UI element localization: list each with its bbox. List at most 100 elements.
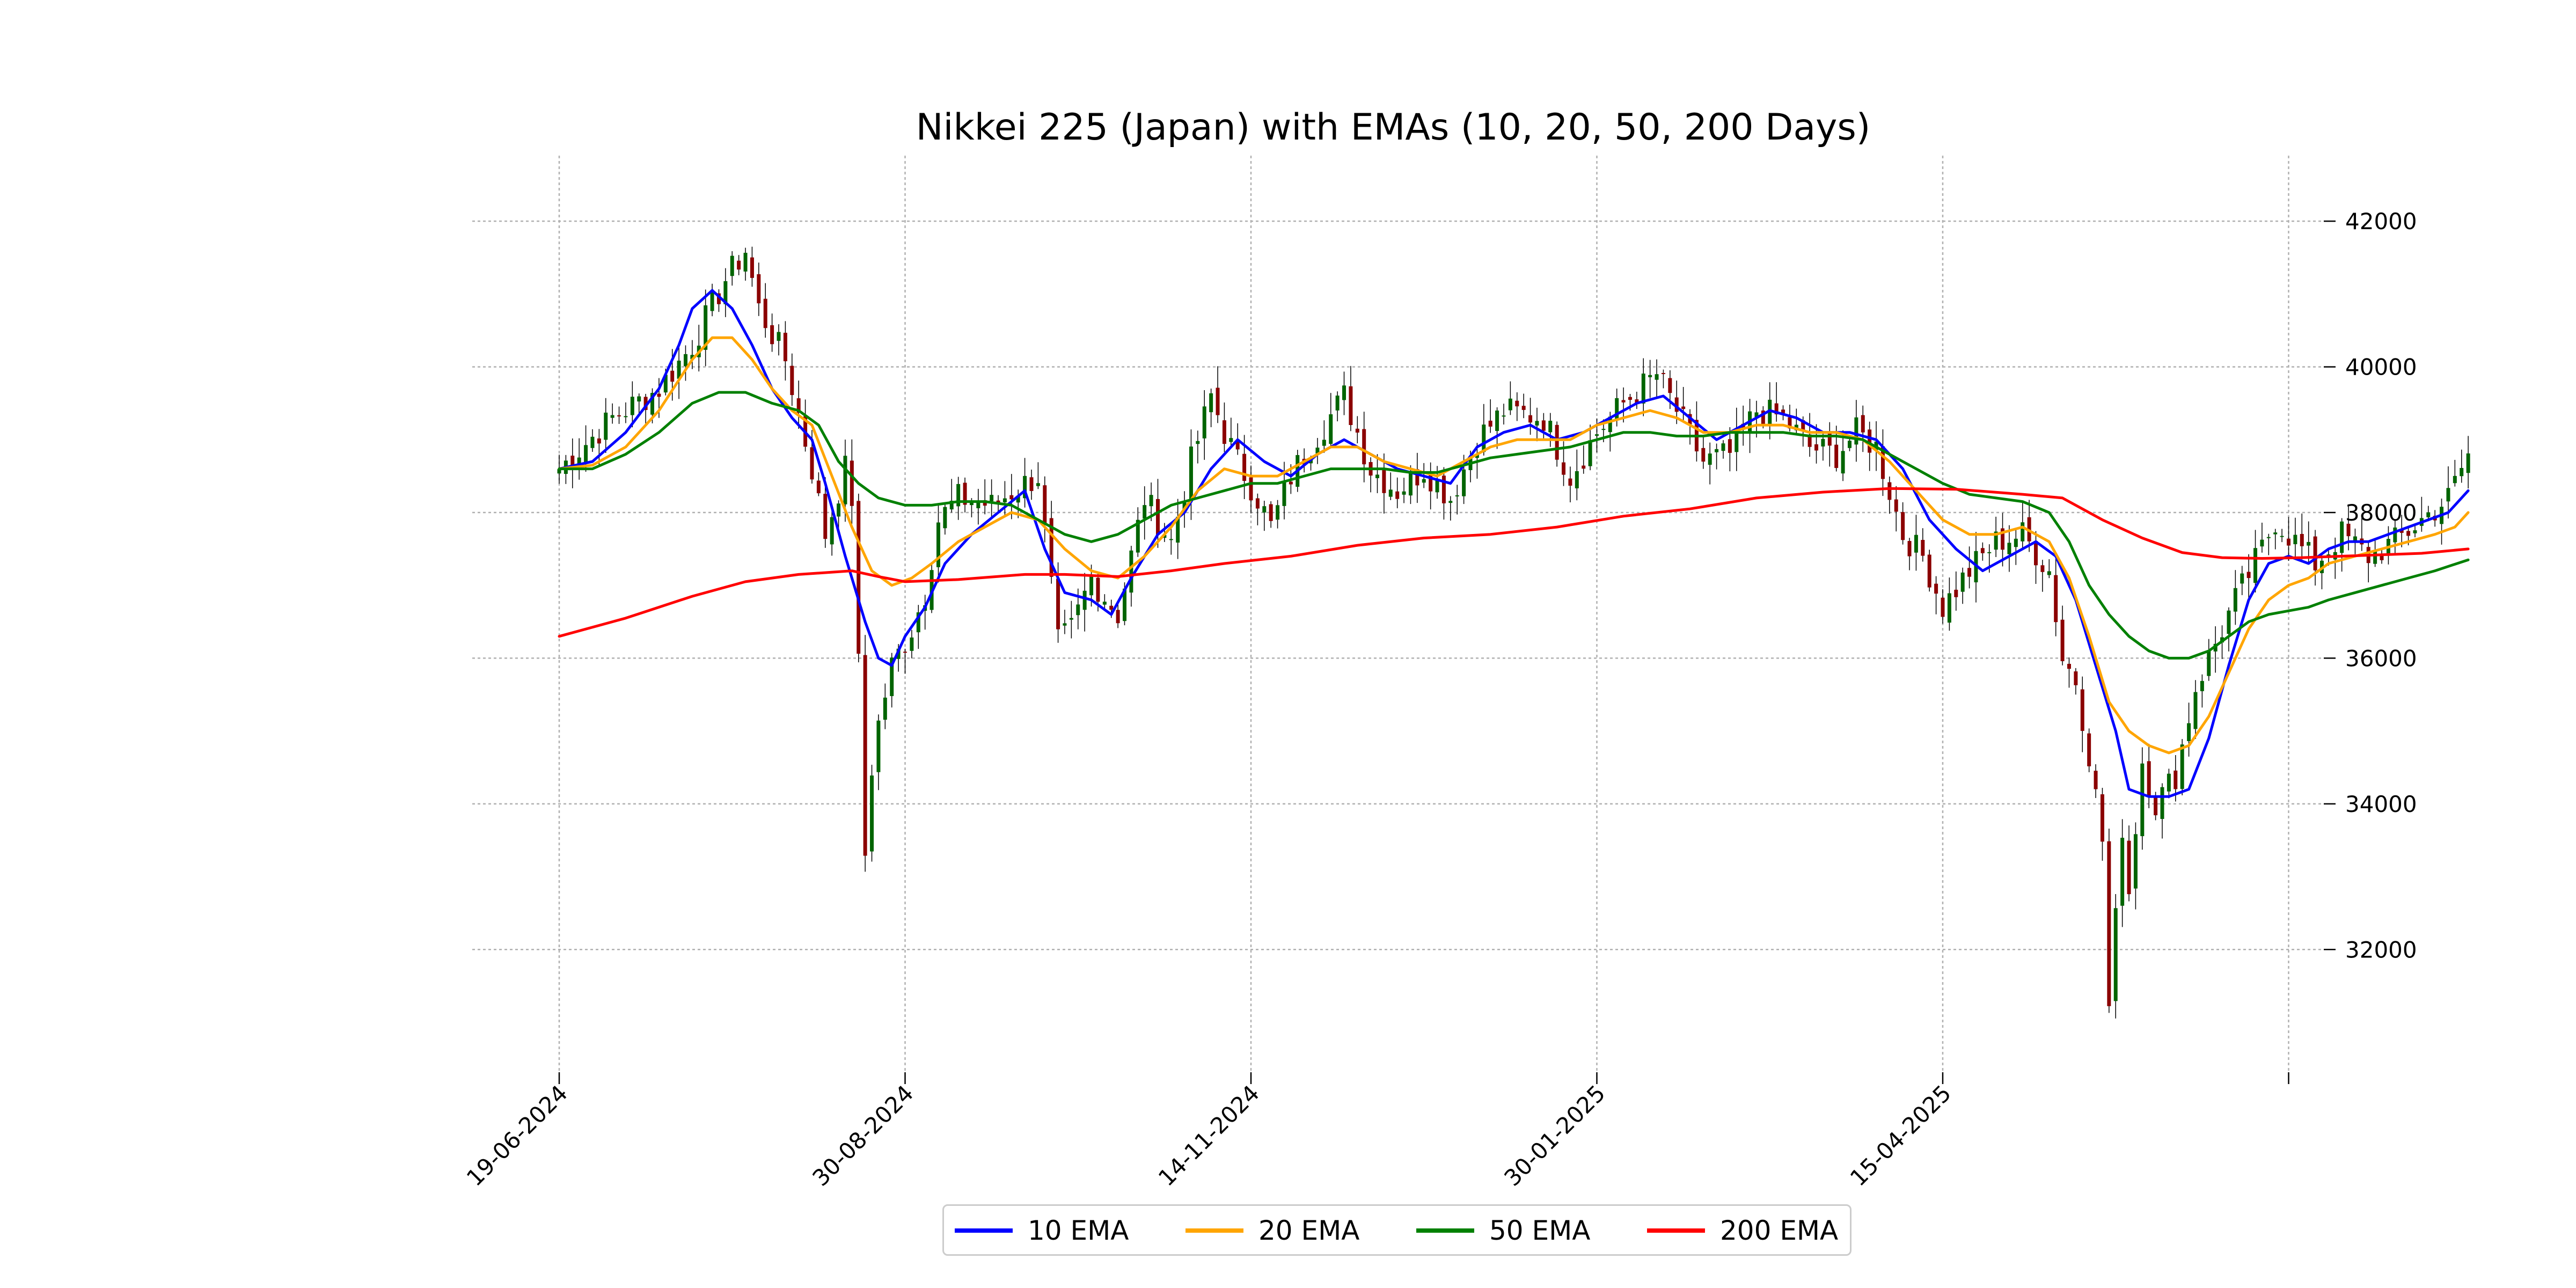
candle-up — [1708, 453, 1712, 465]
candle-down — [1934, 583, 1938, 594]
candle-down — [2406, 531, 2411, 536]
candle-up — [1994, 531, 1998, 550]
candle-down — [1927, 554, 1931, 588]
candle-up — [1149, 495, 1153, 507]
candle-down — [2346, 523, 2351, 537]
candle-up — [2280, 536, 2284, 537]
candle-up — [1329, 414, 1333, 444]
candle-down — [2174, 770, 2178, 789]
candle-down — [1894, 499, 1898, 512]
candle-down — [1921, 540, 1925, 556]
x-tick-label: 14-11-2024 — [1153, 1080, 1264, 1191]
grid — [472, 156, 2324, 1073]
candle-down — [1941, 597, 1945, 617]
candle-down — [1781, 409, 1785, 413]
candle-down — [757, 274, 761, 304]
candle-down — [1235, 441, 1240, 450]
candle-up — [1508, 398, 1512, 411]
candle-down — [1429, 474, 1433, 492]
candle-up — [830, 517, 834, 545]
candle-up — [1482, 425, 1486, 452]
candle-down — [863, 655, 867, 856]
candle-down — [657, 393, 661, 397]
candle-down — [2001, 528, 2005, 550]
candle-up — [2227, 610, 2231, 634]
candle-down — [1029, 477, 1034, 491]
candle-up — [2260, 539, 2264, 547]
candle-up — [883, 697, 887, 720]
candle-down — [1621, 400, 1626, 402]
candle-down — [1441, 475, 1446, 503]
candle-up — [2233, 588, 2237, 612]
candle-down — [2074, 671, 2078, 685]
candle-up — [990, 495, 994, 501]
candle-up — [2007, 543, 2011, 554]
candle-down — [716, 293, 721, 304]
candle-down — [1980, 548, 1985, 553]
candle-up — [837, 503, 841, 517]
candle-down — [2300, 533, 2304, 546]
candle-down — [857, 501, 861, 654]
legend-item-50-ema: 50 EMA — [1416, 1215, 1590, 1246]
candle-up — [2193, 692, 2198, 729]
candle-up — [1016, 495, 1020, 503]
candle-up — [1475, 455, 1479, 458]
candle-down — [1249, 477, 1253, 501]
candle-down — [597, 438, 601, 444]
candle-up — [2167, 773, 2171, 792]
candle-down — [2380, 553, 2384, 560]
candle-down — [1801, 420, 1805, 431]
candle-up — [1002, 498, 1007, 502]
candle-down — [2080, 689, 2084, 731]
candle-up — [969, 502, 974, 506]
legend-item-20-ema: 20 EMA — [1185, 1215, 1359, 1246]
legend-swatch-50-ema — [1416, 1228, 1474, 1233]
candle-up — [1209, 393, 1213, 413]
candle-up — [1914, 535, 1918, 553]
candle-down — [1242, 453, 1247, 481]
candle-down — [1861, 415, 1865, 433]
candle-up — [650, 393, 655, 415]
candle-down — [1674, 397, 1679, 412]
candle-up — [1036, 483, 1040, 486]
ema-line-10-ema — [558, 289, 2470, 798]
legend-swatch-200-ema — [1647, 1228, 1705, 1233]
candle-up — [1841, 451, 1845, 474]
candle-up — [710, 291, 714, 311]
candle-down — [1774, 403, 1779, 415]
candle-down — [1362, 429, 1366, 465]
candle-up — [870, 775, 874, 852]
candle-up — [690, 355, 694, 360]
candle-down — [1541, 420, 1546, 431]
candle-down — [1635, 399, 1639, 404]
candle-down — [963, 482, 967, 505]
candle-up — [1641, 374, 1645, 404]
candle-up — [943, 507, 947, 529]
candle-up — [1276, 505, 1280, 520]
candle-up — [1262, 506, 1267, 513]
candle-down — [790, 365, 794, 396]
candle-up — [1721, 443, 1725, 451]
candle-down — [2127, 840, 2131, 895]
candle-up — [1082, 590, 1087, 610]
candle-down — [770, 325, 774, 345]
candle-down — [1289, 481, 1293, 485]
candle-down — [2313, 536, 2317, 570]
legend-swatch-10-ema — [955, 1228, 1013, 1233]
candle-up — [1169, 539, 1173, 540]
candle-down — [2107, 841, 2111, 1006]
candle-down — [1681, 406, 1686, 409]
candle-down — [1628, 397, 1632, 400]
candle-up — [2021, 522, 2025, 541]
candle-up — [1548, 420, 1553, 433]
candle-up — [1136, 519, 1140, 553]
candle-down — [1907, 541, 1912, 557]
candle-up — [1495, 410, 1499, 431]
candle-down — [1009, 495, 1014, 500]
candle-up — [2207, 651, 2211, 676]
candle-down — [1415, 469, 1419, 486]
candle-down — [2060, 619, 2065, 662]
candle-up — [1189, 447, 1193, 500]
candle-up — [2266, 537, 2271, 538]
candle-up — [683, 354, 687, 367]
